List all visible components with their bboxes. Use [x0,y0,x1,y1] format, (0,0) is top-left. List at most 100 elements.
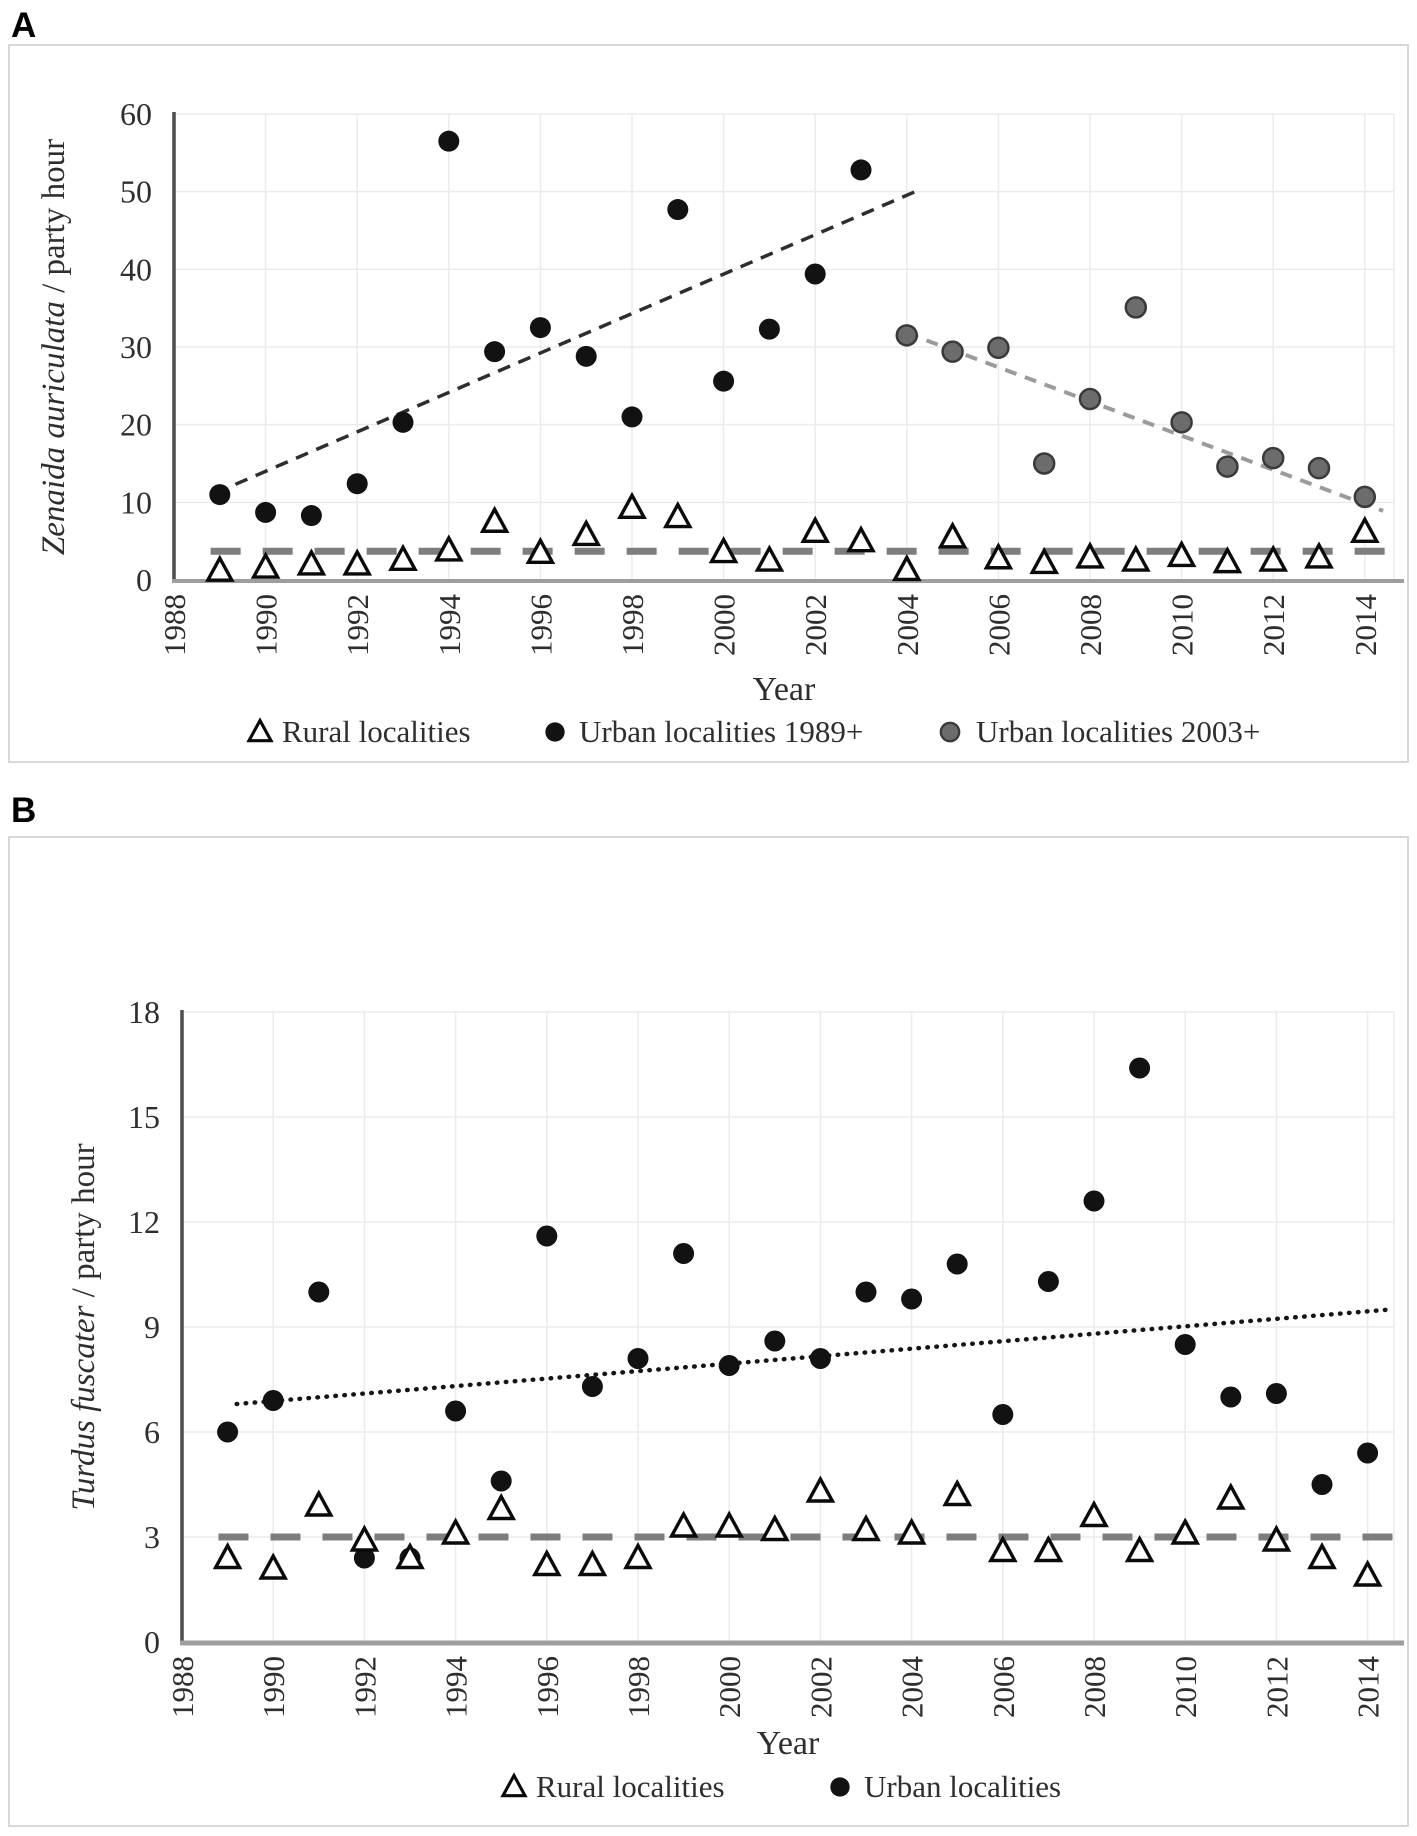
x-tick-label: 2002 [803,1656,838,1718]
legend-label: Urban localities 1989+ [579,714,863,749]
legend-label: Urban localities 2003+ [976,714,1260,749]
trend-line [214,187,922,495]
rural-point [531,1548,562,1577]
x-tick-label: 1990 [249,594,284,656]
urban-point [764,1330,786,1352]
rural-point [258,1552,289,1580]
urban-gray-point [1261,446,1285,470]
x-tick-label: 2012 [1256,594,1291,656]
urban-point [255,501,277,523]
rural-point [1079,1499,1109,1528]
y-axis-label: Zenaida auriculata / party hour [36,139,72,555]
y-tick-label: 0 [136,562,152,598]
urban-gray-point [895,324,919,347]
urban-point [621,406,643,428]
legend-label: Urban localities [864,1769,1061,1804]
x-tick-label: 1996 [530,1656,565,1718]
x-tick-label: 1998 [615,594,650,656]
rural-point [851,1513,881,1542]
urban-point [901,1288,923,1310]
urban-gray-point [1032,452,1056,475]
rural-point [662,501,693,529]
rural-point [983,542,1014,570]
x-tick-label: 1988 [157,594,192,656]
rural-point [500,1772,528,1798]
urban-gray-point [1216,455,1239,478]
urban-point [809,1348,831,1369]
urban-point [575,345,597,367]
legend-label: Rural localities [282,714,471,749]
x-tick-label: 2014 [1348,594,1383,657]
rural-point [525,536,556,565]
y-tick-label: 50 [120,174,152,210]
rural-point [577,1548,608,1577]
rural-point [1170,1517,1201,1545]
rural-point [623,1541,653,1570]
x-tick-label: 2006 [981,594,1016,656]
rural-point [1349,515,1380,544]
rural-point [395,1541,425,1570]
urban-gray-point [1078,387,1102,411]
urban-point [545,722,565,742]
rural-point [1261,1524,1292,1552]
urban-point [758,318,780,340]
urban-point [946,1253,968,1275]
rural-point [617,491,647,519]
x-tick-label: 1990 [256,1656,291,1718]
rural-point [896,1517,927,1545]
x-tick-label: 2002 [798,594,833,656]
x-tick-label: 1992 [340,594,375,656]
urban-point [1174,1334,1196,1355]
rural-point [754,544,785,572]
urban-point [217,1421,239,1443]
x-tick-label: 2010 [1165,594,1200,656]
rural-point [714,1510,745,1538]
x-tick-label: 2008 [1077,1656,1112,1718]
rural-point [846,525,876,553]
rural-point [800,515,831,544]
urban-point [992,1404,1014,1425]
rural-point [440,1517,471,1545]
urban-point [1311,1474,1333,1495]
y-tick-label: 3 [144,1519,160,1555]
x-tick-label: 1998 [621,1656,656,1718]
urban-gray-point [1353,485,1377,509]
rural-point [1120,544,1151,572]
figure-panel-a: 0 10 20 30 40 50 60 1988 1990 1992 1994 1996 1998 200… [8,44,1409,763]
urban-point [830,1777,850,1797]
urban-point [392,411,414,433]
y-tick-label: 40 [120,251,152,287]
y-tick-label: 6 [144,1414,160,1450]
y-tick-label: 30 [120,329,152,365]
urban-point [209,484,231,506]
rural-point [942,1478,973,1507]
rural-point [1124,1534,1155,1563]
urban-point [1357,1442,1379,1464]
rural-point [1304,541,1334,569]
urban-point [855,1281,877,1303]
urban-point [445,1400,467,1422]
x-tick-label: 2010 [1168,1656,1203,1718]
rural-point [388,543,418,572]
urban-point [353,1547,375,1569]
urban-gray-point [1170,411,1193,434]
rural-point [759,1513,790,1542]
rural-point [668,1510,699,1538]
urban-point [850,159,872,181]
panel-b-chart: 0 3 6 9 12 15 18 1988 1990 1992 1994 1996 1998 2000 20… [66,994,1404,1804]
x-tick-label: 2004 [890,594,925,657]
rural-point [246,717,274,743]
y-tick-label: 9 [144,1309,160,1345]
urban-gray-point [987,336,1010,360]
rural-point [987,1534,1018,1563]
urban-point [1129,1057,1151,1079]
panel-b-letter: B [11,791,37,830]
panel-a-chart: 0 10 20 30 40 50 60 1988 1990 1992 1994 1996 1998 200… [36,96,1404,749]
urban-point [308,1281,330,1303]
urban-point [1220,1386,1242,1408]
rural-point [212,1541,243,1570]
y-tick-label: 18 [128,994,160,1030]
rural-point [1352,1559,1383,1587]
urban-point [346,473,368,495]
